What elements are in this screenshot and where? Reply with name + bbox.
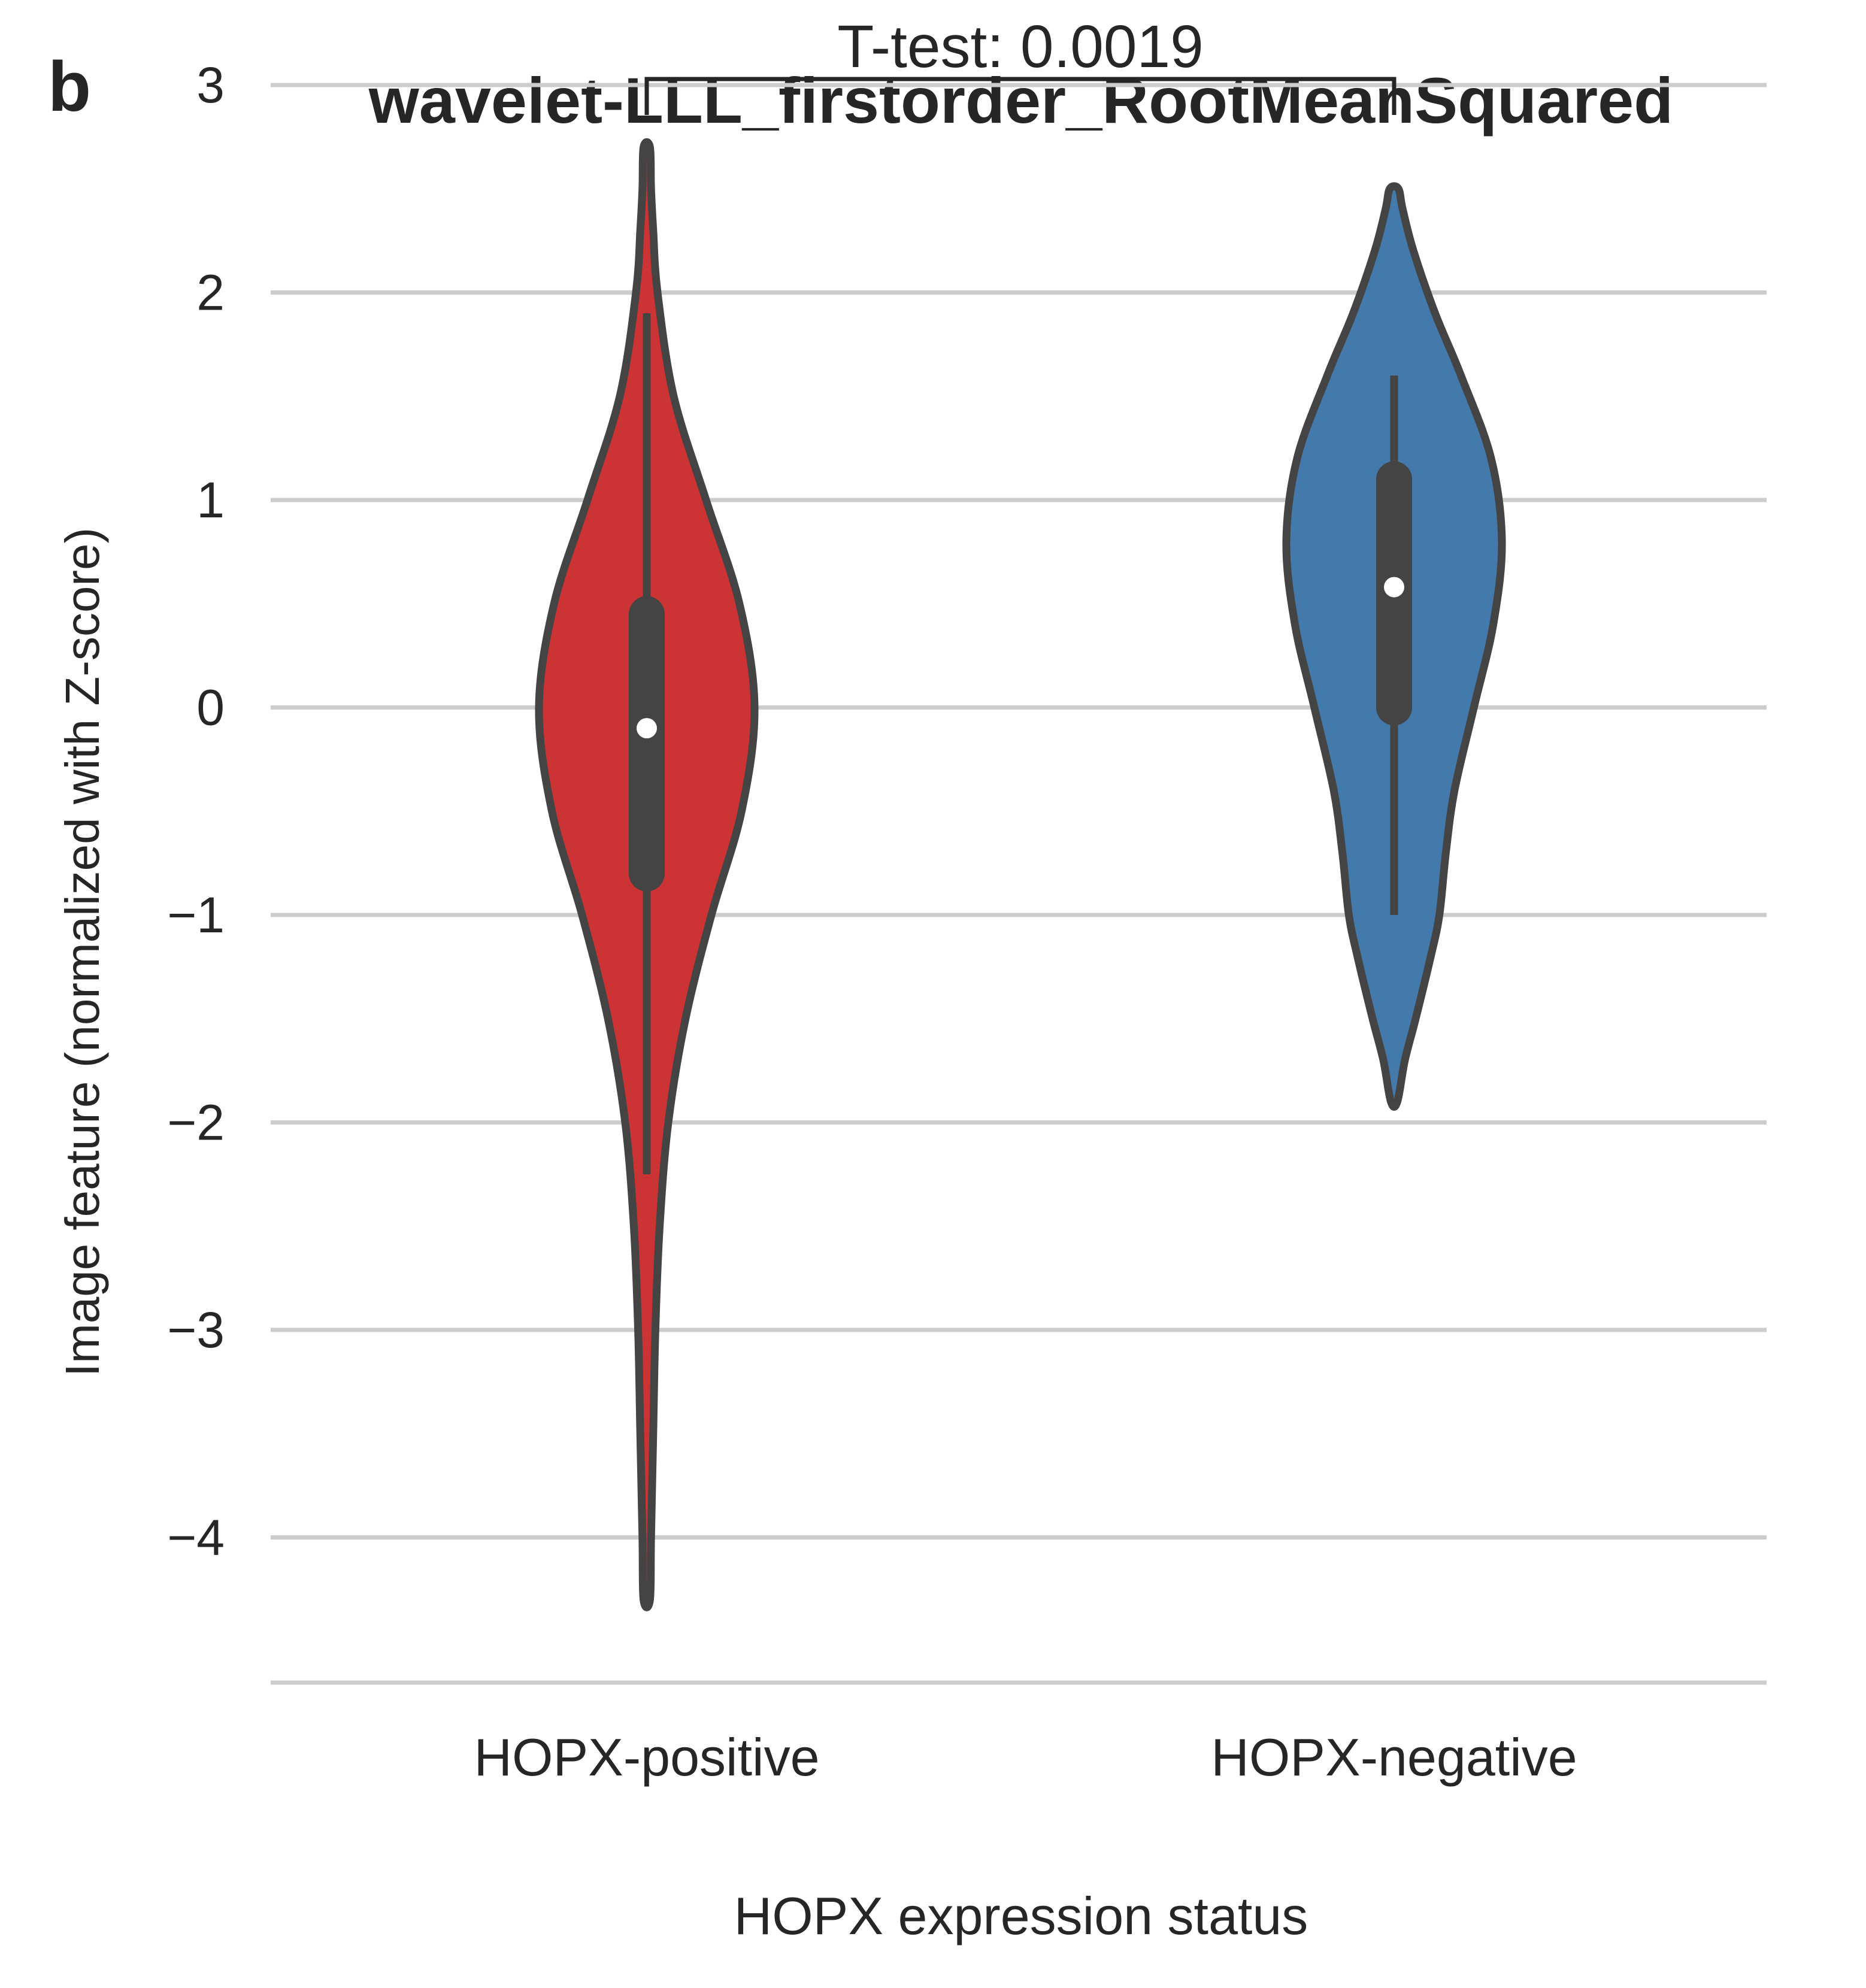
y-tick-label: −4 <box>167 1509 225 1565</box>
y-tick-label: −3 <box>167 1302 225 1358</box>
median-point-1 <box>1384 577 1404 598</box>
x-tick-label: HOPX-negative <box>1211 1728 1577 1787</box>
y-tick-label: 1 <box>196 472 225 528</box>
y-axis-ticks: 3 2 1 0 −1 −2 −3 −4 <box>167 57 225 1565</box>
x-axis-label: HOPX expression status <box>734 1886 1308 1945</box>
significance-label: T-test: 0.0019 <box>837 13 1203 80</box>
y-tick-label: 3 <box>196 57 225 113</box>
y-axis-label: Image feature (normalized with Z-score) <box>56 528 109 1377</box>
y-tick-label: 0 <box>196 679 225 735</box>
y-tick-label: −1 <box>167 887 225 943</box>
panel-label: b <box>48 47 91 126</box>
y-tick-label: 2 <box>196 264 225 320</box>
grid-lines <box>271 83 1767 1685</box>
significance-bracket <box>644 77 1397 115</box>
chart-title: wavelet-LLL_firstorder_RootMeanSquared <box>368 64 1673 137</box>
x-tick-label: HOPX-positive <box>474 1728 819 1787</box>
violins <box>535 138 1506 1611</box>
y-tick-label: −2 <box>167 1094 225 1150</box>
x-axis-ticks: HOPX-positive HOPX-negative <box>474 1728 1577 1787</box>
median-point-0 <box>637 718 657 739</box>
significance-annotation: T-test: 0.0019 <box>644 13 1397 115</box>
